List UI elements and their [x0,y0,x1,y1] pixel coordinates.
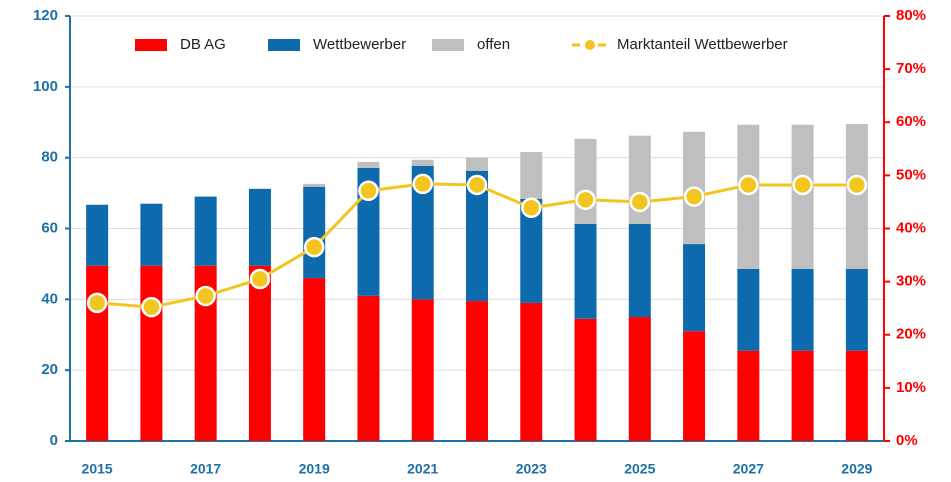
bar [845,268,868,351]
marker [521,197,542,219]
x-tick-label: 2029 [841,461,872,477]
bar [628,317,651,441]
bar [628,223,651,318]
marker [575,189,596,211]
y2-tick-label: 40% [896,219,926,236]
bar [194,196,217,266]
marker [195,285,216,307]
bar [737,350,760,441]
bar [520,152,543,199]
bar [303,278,326,441]
bar [791,268,814,351]
marker [792,174,813,196]
y-tick-label: 20 [41,361,58,378]
y2-tick-label: 30% [896,273,926,290]
y2-tick-label: 80% [896,7,926,24]
bar [248,265,271,441]
bar [140,203,163,266]
bar [466,301,488,441]
y-tick-label: 60 [41,219,58,236]
x-tick-label: 2015 [82,461,113,477]
x-tick-label: 2019 [299,461,330,477]
bar [737,124,760,269]
marker [683,186,705,207]
bar [574,223,597,319]
y-tick-label: 40 [41,290,58,307]
bar [466,170,488,302]
bar [737,268,760,351]
bar [248,188,271,266]
bar [411,165,434,300]
bar [791,124,814,269]
bar [411,299,434,441]
legend-label: DB AG [180,36,226,53]
bar [574,138,597,224]
legend-label: Marktanteil Wettbewerber [617,36,788,53]
bar [194,265,217,441]
y-tick-label: 0 [50,432,58,449]
legend-label: Wettbewerber [313,36,406,53]
legend-marker [585,40,595,50]
y-tick-label: 120 [33,7,58,24]
marker [738,174,759,196]
marker [466,174,488,196]
y-tick-label: 100 [33,78,58,95]
bar [466,157,488,171]
x-tick-label: 2023 [516,461,547,477]
bar [357,161,380,168]
x-tick-label: 2021 [407,461,438,477]
marker [249,268,271,290]
y2-tick-label: 0% [896,432,918,449]
y2-tick-label: 20% [896,326,926,343]
marker [303,236,325,258]
bar [683,244,706,332]
marker [846,174,868,196]
marker [86,292,108,314]
y-tick-label: 80 [41,149,58,166]
marker [629,191,651,213]
bar [357,295,380,441]
bar [845,124,868,269]
marker [358,180,379,202]
legend-swatch [135,39,167,51]
y2-tick-label: 50% [896,166,926,183]
legend-label: offen [477,36,510,53]
bar [845,350,868,441]
bar [86,204,109,266]
bar [683,331,706,441]
bar [520,198,543,303]
marker [141,296,162,318]
bar [357,167,380,296]
bar [574,318,597,441]
legend-swatch [432,39,464,51]
bar [140,265,163,441]
bar [520,302,543,441]
bar [303,186,326,279]
bar [303,183,326,187]
y2-tick-label: 70% [896,60,926,77]
bar [411,159,434,166]
x-tick-label: 2025 [624,461,655,477]
y2-tick-label: 60% [896,113,926,130]
bar [86,265,109,441]
bar [791,350,814,441]
x-tick-label: 2017 [190,461,221,477]
marker [412,173,433,195]
legend-swatch [268,39,300,51]
y2-tick-label: 10% [896,379,926,396]
x-tick-label: 2027 [733,461,764,477]
